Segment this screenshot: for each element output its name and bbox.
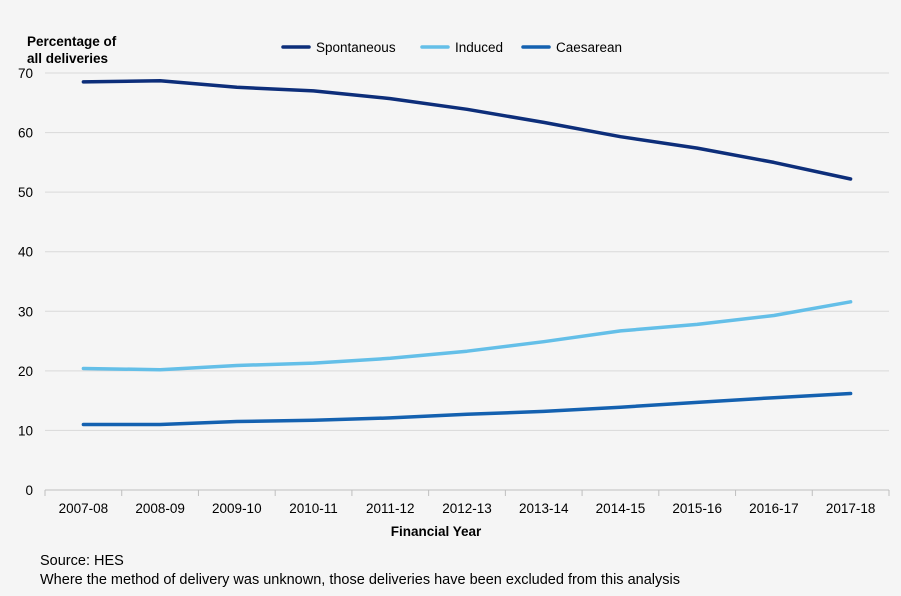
legend-label-induced: Induced [455,40,503,55]
x-tick-label: 2013-14 [519,501,569,516]
y-tick-label: 60 [18,126,33,141]
y-tick-label: 50 [18,185,33,200]
legend-label-caesarean: Caesarean [556,40,622,55]
series-line-spontaneous [81,78,853,181]
x-tick-label: 2008-09 [135,501,185,516]
series-line-caesarean [81,391,853,427]
x-tick-label: 2014-15 [596,501,646,516]
x-tick-label: 2010-11 [289,501,338,516]
y-tick-label: 70 [18,66,33,81]
y-tick-label: 20 [18,364,33,379]
x-tick-label: 2007-08 [59,501,109,516]
x-tick-label: 2015-16 [672,501,722,516]
x-tick-label: 2009-10 [212,501,262,516]
x-tick-label: 2016-17 [749,501,799,516]
source-note: Source: HES [40,553,124,569]
y-axis-title-line-1: Percentage of [27,34,117,49]
series-line-induced [81,300,853,372]
x-axis-title: Financial Year [391,524,482,539]
y-tick-label: 30 [18,304,33,319]
legend-label-spontaneous: Spontaneous [316,40,396,55]
y-tick-label: 40 [18,245,33,260]
exclusion-note: Where the method of delivery was unknown… [40,572,680,588]
y-axis-title-line-2: all deliveries [27,51,108,66]
x-tick-label: 2017-18 [826,501,876,516]
gridlines [45,72,889,431]
axes: 0 10 20 30 40 50 60 70 2007-08 2008-09 2009-10 2010… [18,66,890,516]
x-tick-label: 2012-13 [442,501,492,516]
x-tick-label: 2011-12 [366,501,415,516]
legend: Spontaneous Induced Caesarean [281,40,622,55]
y-tick-label: 0 [25,483,33,498]
series-lines [81,78,853,427]
y-tick-label: 10 [18,423,33,438]
